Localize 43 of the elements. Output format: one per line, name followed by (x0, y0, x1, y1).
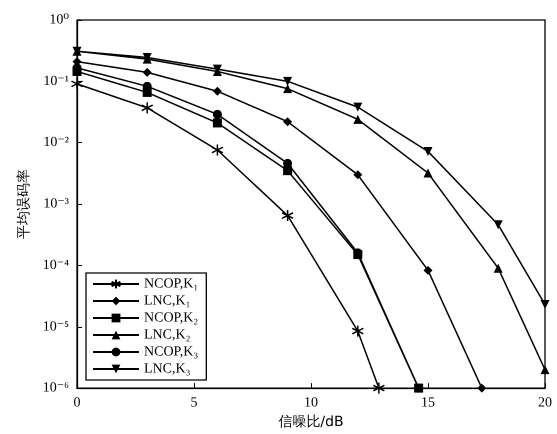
point (283, 84, 292, 94)
point (212, 86, 222, 96)
y-tick-label: 10⁰ (49, 12, 70, 28)
point (424, 266, 432, 275)
legend-label: NCOP,K₁ (144, 276, 198, 292)
point (70, 78, 84, 90)
point (353, 114, 362, 124)
y-tick-label: 10⁻⁴ (42, 258, 70, 273)
legend-label: NCOP,K₂ (144, 310, 198, 326)
point (424, 146, 432, 156)
x-tick-label: 20 (538, 396, 552, 411)
x-tick-label: 0 (74, 396, 80, 411)
point (540, 365, 550, 374)
point (494, 264, 503, 273)
y-tick-label: 10⁻⁶ (42, 380, 70, 396)
point (353, 102, 362, 112)
y-axis-title: 平均误码率 (16, 169, 32, 240)
point (353, 170, 362, 180)
y-tick-label: 10⁻² (43, 135, 69, 150)
legend-label: NCOP,K₃ (144, 344, 198, 360)
x-tick-label: 10 (304, 396, 318, 411)
x-tick-label: 15 (421, 396, 435, 411)
point (142, 68, 152, 77)
y-tick-label: 10⁻¹ (43, 74, 69, 89)
legend-label: LNC,K₁ (144, 294, 190, 308)
point (211, 144, 224, 156)
point (283, 76, 292, 86)
x-tick-label: 5 (190, 396, 198, 411)
x-axis-title: 信噪比/dB (278, 414, 344, 430)
y-tick-label: 10⁻⁵ (42, 319, 70, 334)
y-tick-label: 10⁻³ (43, 196, 69, 212)
point (352, 324, 364, 338)
point (283, 117, 292, 126)
point (140, 102, 154, 114)
point (212, 110, 222, 119)
legend-label: LNC,K₂ (144, 328, 191, 342)
point (477, 384, 486, 393)
point (494, 220, 503, 230)
point (424, 168, 432, 178)
point (281, 209, 294, 222)
point (372, 382, 386, 394)
point (212, 118, 222, 128)
legend-label: LNC,K₃ (144, 362, 191, 376)
